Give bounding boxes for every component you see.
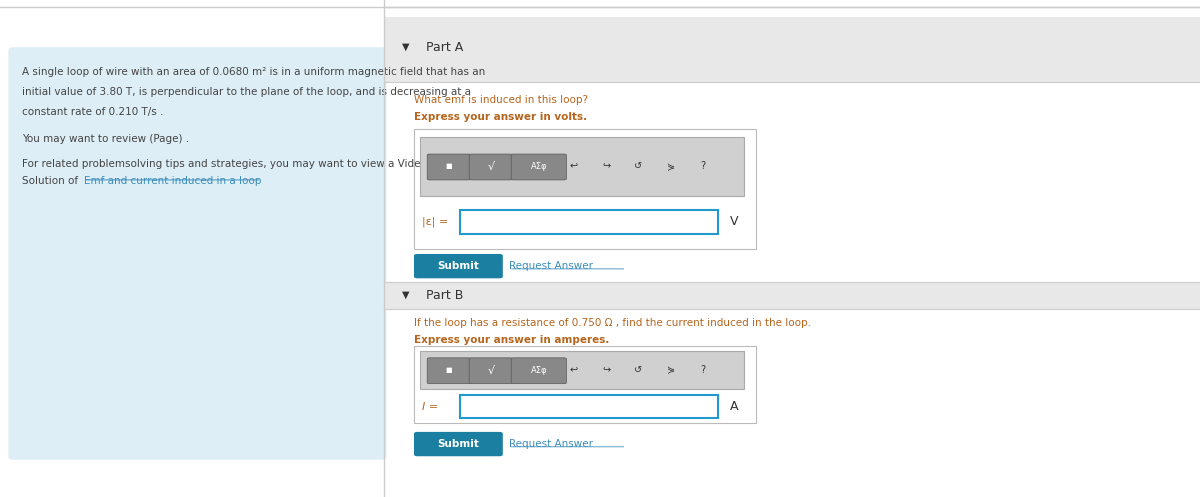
Text: ?: ? (701, 162, 706, 171)
Text: ↪: ↪ (602, 365, 610, 375)
Text: ■: ■ (445, 367, 452, 373)
Text: |ε| =: |ε| = (422, 216, 449, 227)
FancyBboxPatch shape (420, 351, 744, 389)
Text: √: √ (487, 162, 494, 171)
Text: √: √ (487, 365, 494, 375)
FancyBboxPatch shape (427, 358, 470, 384)
Text: Emf and current induced in a loop: Emf and current induced in a loop (84, 176, 262, 186)
Text: I =: I = (422, 402, 438, 412)
Text: Submit: Submit (438, 261, 479, 271)
Text: ↺: ↺ (635, 365, 642, 375)
Text: You may want to review (Page) .: You may want to review (Page) . (22, 134, 188, 144)
FancyBboxPatch shape (427, 154, 470, 180)
FancyBboxPatch shape (414, 129, 756, 248)
Text: ⋟: ⋟ (667, 365, 674, 375)
Text: ⋟: ⋟ (667, 162, 674, 171)
FancyBboxPatch shape (414, 254, 503, 278)
FancyBboxPatch shape (511, 154, 566, 180)
Text: Express your answer in volts.: Express your answer in volts. (414, 112, 587, 122)
Text: constant rate of 0.210 T/s .: constant rate of 0.210 T/s . (22, 107, 163, 117)
Text: AΣφ: AΣφ (530, 366, 547, 375)
Text: ↺: ↺ (635, 162, 642, 171)
FancyBboxPatch shape (8, 47, 386, 460)
Text: If the loop has a resistance of 0.750 Ω , find the current induced in the loop.: If the loop has a resistance of 0.750 Ω … (414, 318, 811, 328)
Text: ▼: ▼ (402, 42, 409, 52)
FancyBboxPatch shape (511, 358, 566, 384)
Text: ▼: ▼ (402, 290, 409, 300)
Text: Part B: Part B (426, 289, 463, 302)
Text: Part A: Part A (426, 41, 463, 54)
Text: V: V (730, 215, 738, 228)
FancyBboxPatch shape (414, 346, 756, 423)
Text: ■: ■ (445, 164, 452, 169)
Text: Solution of: Solution of (22, 176, 80, 186)
FancyBboxPatch shape (414, 432, 503, 456)
Text: A: A (730, 400, 738, 413)
Text: Express your answer in amperes.: Express your answer in amperes. (414, 335, 610, 345)
Text: ↩: ↩ (570, 162, 577, 171)
Bar (460, 395, 718, 418)
Bar (384, 17, 1200, 82)
Bar (460, 210, 718, 234)
Text: Request Answer: Request Answer (509, 439, 593, 449)
Text: AΣφ: AΣφ (530, 162, 547, 171)
Text: ?: ? (701, 365, 706, 375)
Text: ↪: ↪ (602, 162, 610, 171)
FancyBboxPatch shape (420, 137, 744, 196)
Bar (384, 282, 1200, 309)
Text: ↩: ↩ (570, 365, 577, 375)
FancyBboxPatch shape (469, 358, 512, 384)
Text: What emf is induced in this loop?: What emf is induced in this loop? (414, 95, 588, 105)
FancyBboxPatch shape (469, 154, 512, 180)
Text: A single loop of wire with an area of 0.0680 m² is in a uniform magnetic field t: A single loop of wire with an area of 0.… (22, 67, 485, 77)
Text: For related problemsolving tips and strategies, you may want to view a Video Tut: For related problemsolving tips and stra… (22, 159, 456, 169)
Text: Submit: Submit (438, 439, 479, 449)
Text: Request Answer: Request Answer (509, 261, 593, 271)
Text: initial value of 3.80 T, is perpendicular to the plane of the loop, and is decre: initial value of 3.80 T, is perpendicula… (22, 87, 470, 97)
